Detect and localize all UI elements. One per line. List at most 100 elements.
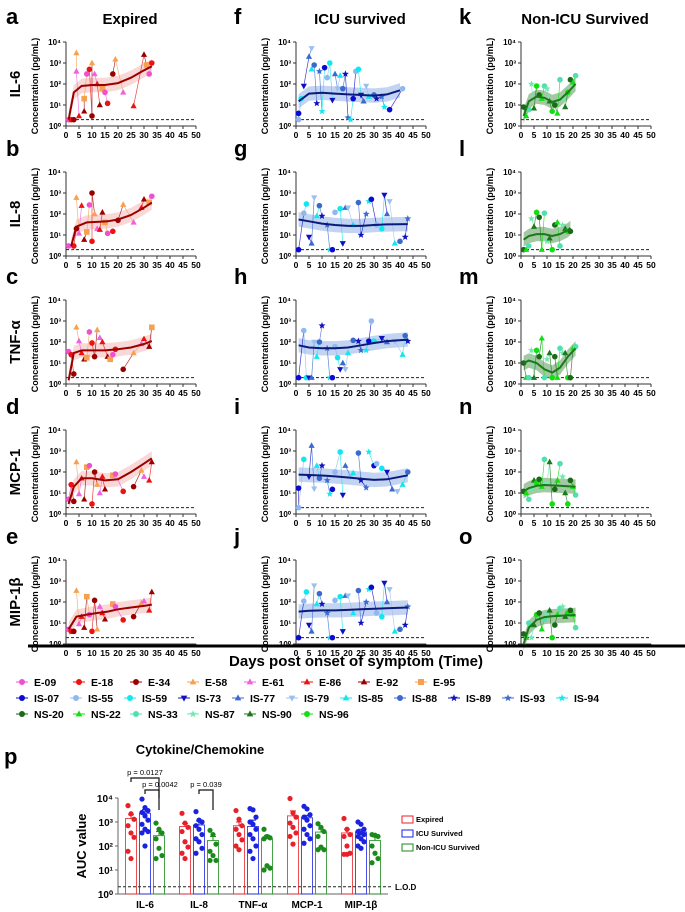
legend-label: Expired (416, 815, 444, 824)
data-point (339, 241, 346, 247)
legend-swatch (401, 815, 414, 824)
legend-marker (342, 694, 350, 701)
data-point (130, 483, 137, 490)
x-tick-label: 35 (382, 260, 392, 270)
data-point (78, 202, 85, 208)
data-point (110, 601, 116, 607)
trajectory-segment (358, 590, 362, 624)
x-tick-label: 25 (126, 130, 136, 140)
panel-c: c TNF-α Concentration (pg/mL) 10⁰ 10¹ 10² 10³ 1… (6, 264, 201, 398)
bar-group (125, 803, 137, 895)
data-point (304, 817, 310, 823)
data-point (65, 243, 72, 249)
y-tick-label: 10⁴ (48, 296, 61, 305)
trajectory-segment (541, 213, 545, 250)
data-point (375, 855, 381, 862)
legend-marker (360, 678, 368, 685)
y-axis-label: Concentration (pg/mL) (260, 556, 270, 653)
data-point (300, 83, 307, 90)
legend-marker (76, 679, 82, 685)
data-point (84, 593, 90, 600)
x-tick-label: 40 (395, 130, 405, 140)
data-point (355, 66, 362, 73)
panel-letter: h (234, 264, 247, 289)
data-point (361, 831, 367, 838)
x-tick-label: 10 (87, 648, 97, 658)
legend-marker (418, 679, 424, 685)
data-point (569, 78, 577, 85)
x-tick-label: 25 (356, 518, 366, 528)
trajectory-segment (86, 331, 90, 358)
data-point (304, 831, 310, 838)
trajectory-segment (358, 69, 362, 96)
data-point (250, 807, 256, 813)
x-tick-label: 40 (395, 648, 405, 658)
data-point (324, 74, 331, 81)
x-tick-label: 20 (568, 388, 578, 398)
trajectory-segment (389, 201, 396, 244)
bar-legend-item: Expired (401, 815, 444, 824)
x-tick-label: 50 (646, 130, 656, 140)
data-point (326, 490, 334, 497)
data-point (337, 367, 344, 373)
data-point (148, 588, 155, 595)
x-tick-label: 30 (594, 130, 604, 140)
legend-marker (288, 695, 296, 702)
trajectory-segment (345, 73, 349, 118)
x-tick-label: 30 (369, 648, 379, 658)
legend-item-e-58: E-58 (187, 677, 227, 689)
x-tick-label: 0 (519, 388, 524, 398)
x-tick-label: 40 (165, 260, 175, 270)
data-point (73, 67, 80, 74)
data-point (146, 476, 153, 483)
data-point (130, 613, 137, 620)
trend-line (67, 65, 153, 120)
y-tick-label: 10¹ (504, 231, 516, 240)
data-point (145, 828, 151, 835)
y-tick-label: 10¹ (279, 619, 291, 628)
data-point (323, 609, 331, 616)
bar-group (369, 831, 381, 895)
data-point (128, 855, 134, 862)
data-point (355, 199, 362, 206)
data-point (120, 366, 126, 373)
data-point (185, 824, 191, 830)
x-tick-label: 35 (382, 518, 392, 528)
trend-line (298, 218, 408, 227)
time-course-panels: Expired ICU survived Non-ICU Survived a IL-6… (6, 4, 656, 658)
data-point (543, 85, 551, 92)
data-point (533, 83, 540, 89)
data-point (526, 496, 532, 503)
data-point (193, 809, 199, 815)
data-point (402, 332, 409, 339)
data-point (196, 826, 202, 832)
trajectory-segment (319, 71, 323, 112)
data-point (344, 349, 352, 356)
data-point (96, 334, 103, 340)
legend-item-is-94: IS-94 (556, 693, 599, 705)
y-tick-label: 10¹ (504, 101, 516, 110)
x-tick-label: 20 (343, 388, 353, 398)
x-tick-label: 15 (330, 648, 340, 658)
x-tick-label: 50 (646, 388, 656, 398)
legend-marker (189, 710, 197, 718)
data-point (96, 489, 103, 496)
data-point (104, 230, 111, 237)
bar (153, 835, 165, 895)
data-point (295, 246, 302, 253)
panel-letter: a (6, 4, 19, 29)
data-point (527, 634, 535, 641)
data-point (527, 80, 535, 87)
data-point (130, 218, 137, 225)
data-point (81, 107, 88, 114)
data-point (362, 484, 370, 491)
x-tick-label: 15 (330, 130, 340, 140)
data-point (75, 490, 83, 497)
data-point (362, 346, 370, 354)
bar (207, 839, 219, 895)
x-tick-label: 45 (633, 648, 643, 658)
x-tick-label: 5 (307, 518, 312, 528)
